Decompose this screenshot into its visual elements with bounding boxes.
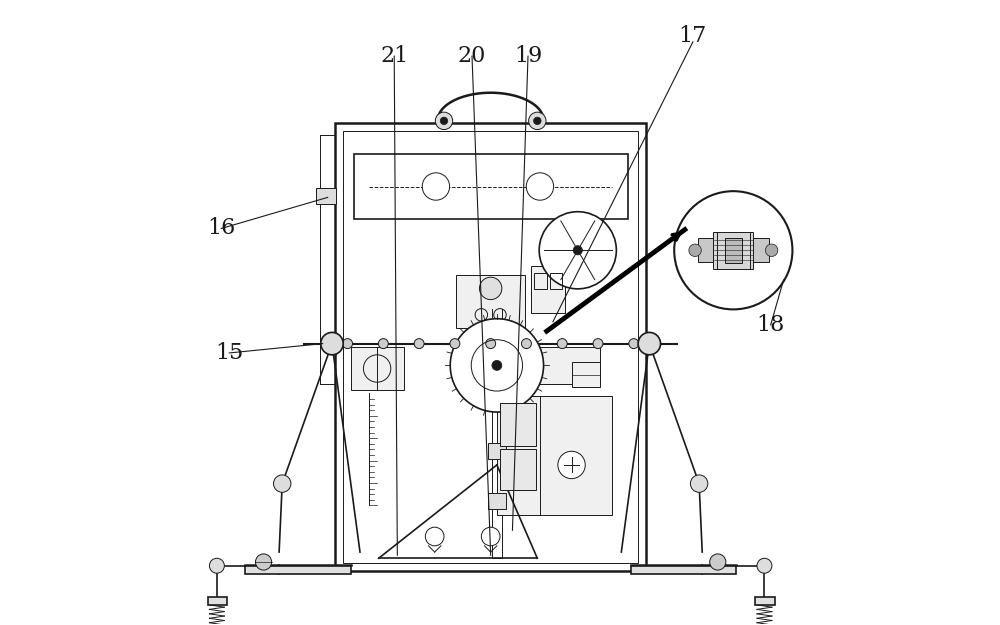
Circle shape [255, 554, 272, 570]
Circle shape [274, 475, 291, 492]
Circle shape [593, 339, 603, 349]
Bar [713, 232, 753, 269]
Bar [456, 275, 525, 328]
Text: 19: 19 [514, 45, 542, 67]
Bar [698, 239, 713, 262]
Circle shape [557, 339, 567, 349]
Bar [500, 449, 536, 490]
Circle shape [573, 246, 582, 255]
Bar [550, 273, 562, 289]
Text: 21: 21 [380, 45, 408, 67]
Circle shape [558, 451, 585, 479]
Text: 16: 16 [207, 217, 235, 239]
Bar [343, 131, 638, 562]
Circle shape [321, 332, 343, 355]
Circle shape [638, 332, 661, 355]
Circle shape [534, 117, 541, 124]
Circle shape [209, 558, 224, 573]
Circle shape [435, 112, 453, 129]
Bar [488, 443, 506, 459]
Bar [354, 154, 628, 219]
Bar [631, 566, 736, 574]
Circle shape [492, 361, 502, 371]
Circle shape [757, 558, 772, 573]
Circle shape [765, 244, 778, 256]
Circle shape [481, 527, 500, 546]
Bar [351, 347, 404, 390]
Bar [753, 239, 769, 262]
Text: 20: 20 [458, 45, 486, 67]
Circle shape [422, 173, 450, 200]
Circle shape [521, 339, 531, 349]
Circle shape [710, 554, 726, 570]
Bar [572, 362, 600, 387]
Text: 17: 17 [679, 24, 707, 47]
Circle shape [440, 117, 448, 124]
Bar [755, 598, 775, 605]
Circle shape [526, 173, 554, 200]
Circle shape [690, 475, 708, 492]
Circle shape [486, 339, 496, 349]
Bar [534, 273, 547, 289]
Circle shape [450, 319, 544, 412]
Bar [335, 122, 646, 571]
Bar [500, 402, 536, 446]
Bar [245, 566, 351, 574]
Text: 15: 15 [215, 342, 243, 364]
Circle shape [689, 244, 701, 256]
Bar [531, 266, 565, 312]
Text: 18: 18 [756, 314, 785, 336]
Circle shape [629, 339, 639, 349]
Bar [497, 396, 612, 515]
Bar [316, 188, 336, 204]
Circle shape [539, 212, 616, 289]
Circle shape [425, 527, 444, 546]
Circle shape [479, 278, 502, 299]
Bar [516, 347, 600, 384]
Circle shape [378, 339, 388, 349]
Bar [725, 238, 742, 262]
Circle shape [414, 339, 424, 349]
Circle shape [529, 112, 546, 129]
Bar [208, 598, 227, 605]
Circle shape [674, 191, 792, 309]
Circle shape [450, 339, 460, 349]
Circle shape [343, 339, 353, 349]
Bar [488, 493, 506, 509]
